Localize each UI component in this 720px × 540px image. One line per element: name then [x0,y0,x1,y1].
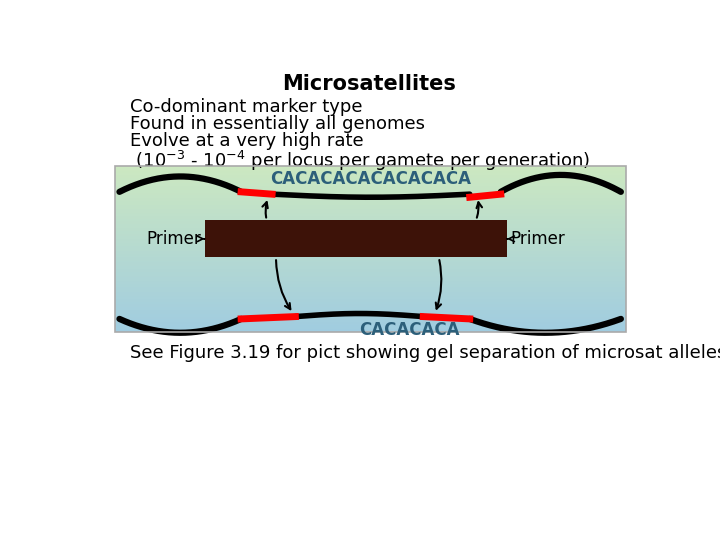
Text: Primer: Primer [510,230,564,248]
Bar [114,166,626,332]
Text: See Figure 3.19 for pict showing gel separation of microsat alleles: See Figure 3.19 for pict showing gel sep… [130,343,720,362]
Text: Co-dominant marker type: Co-dominant marker type [130,98,363,116]
Text: (10$^{-3}$ - 10$^{-4}$ per locus per gamete per generation): (10$^{-3}$ - 10$^{-4}$ per locus per gam… [130,148,590,173]
Text: CACACACA: CACACACA [359,321,459,339]
Text: Primer: Primer [147,230,202,248]
Text: Evolve at a very high rate: Evolve at a very high rate [130,132,364,150]
Text: Found in essentially all genomes: Found in essentially all genomes [130,115,426,133]
Text: CACACACACACACACA: CACACACACACACACA [270,170,471,188]
Text: Microsatellites: Microsatellites [282,74,456,94]
Bar [204,220,507,257]
